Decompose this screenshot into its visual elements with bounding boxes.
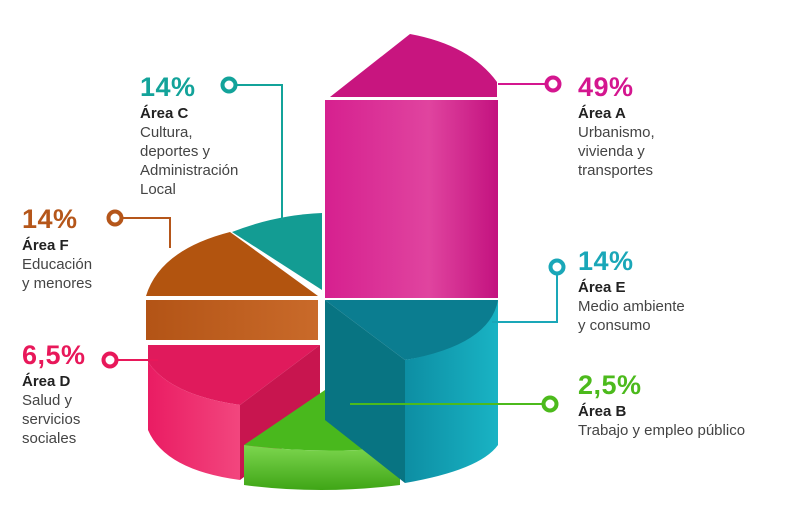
percent-label: 14% — [578, 246, 634, 276]
area-name: Área D — [22, 373, 71, 390]
percent-label: 6,5% — [22, 340, 86, 370]
slice-a-side — [325, 100, 498, 298]
percent-label: 2,5% — [578, 370, 642, 400]
slice-f-top — [146, 232, 318, 296]
slice-b-side — [244, 445, 400, 490]
area-name: Área C — [140, 105, 189, 122]
slice-f-side — [146, 300, 318, 340]
area-description: Urbanismo, vivienda y transportes — [578, 124, 655, 179]
area-description: Cultura, deportes y Administración Local — [140, 124, 239, 198]
connector-line-e — [492, 267, 558, 323]
percent-label: 14% — [22, 204, 78, 234]
label-area-d: 6,5% Área D Salud y servicios sociales — [22, 340, 86, 448]
slice-e-inner — [325, 300, 405, 483]
label-area-e: 14% Área E Medio ambiente y consumo — [578, 246, 685, 335]
connector-line-c — [229, 84, 283, 220]
area-name: Área F — [22, 237, 69, 254]
connector-line-f — [115, 217, 171, 248]
area-description: Medio ambiente y consumo — [578, 298, 685, 334]
percent-label: 14% — [140, 72, 196, 102]
slice-d-side — [148, 362, 240, 480]
connector-dot-f — [106, 209, 124, 227]
label-area-f: 14% Área F Educación y menores — [22, 204, 92, 293]
label-area-a: 49% Área A Urbanismo, vivienda y transport… — [578, 72, 655, 180]
area-description: Trabajo y empleo público — [578, 422, 746, 439]
connector-dot-e — [548, 258, 566, 276]
slice-a-top — [330, 34, 497, 97]
connector-dot-a — [544, 75, 562, 93]
area-description: Salud y servicios sociales — [22, 392, 81, 447]
percent-label: 49% — [578, 72, 634, 102]
connector-dot-b — [541, 395, 559, 413]
area-name: Área A — [578, 105, 626, 122]
connector-dot-d — [101, 351, 119, 369]
label-area-b: 2,5% Área B Trabajo y empleo público — [578, 370, 745, 440]
slice-d-top — [148, 345, 320, 405]
slice-e-side — [405, 300, 498, 483]
area-name: Área E — [578, 279, 626, 296]
connector-dot-c — [220, 76, 238, 94]
area-description: Educación y menores — [22, 256, 93, 292]
label-area-c: 14% Área C Cultura, deportes y Administrac… — [140, 72, 238, 199]
slice-c-top — [232, 213, 322, 290]
slice-e-top — [325, 300, 499, 360]
area-name: Área B — [578, 403, 627, 420]
